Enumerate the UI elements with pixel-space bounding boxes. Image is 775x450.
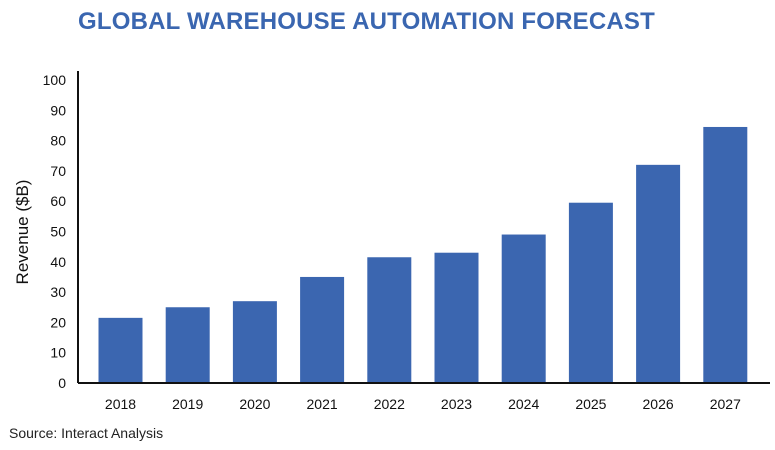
bar-2021	[300, 276, 345, 383]
x-tick-label: 2026	[643, 396, 674, 412]
bar-2022	[367, 257, 412, 383]
y-tick-label: 80	[50, 133, 66, 149]
y-tick-label: 20	[50, 314, 66, 330]
y-axis: 0 10 20 30 40 50 60 70 80 90 100	[43, 72, 67, 391]
x-tick-label: 2025	[575, 396, 606, 412]
bar-2018	[98, 317, 143, 383]
chart-title: GLOBAL WAREHOUSE AUTOMATION FORECAST	[78, 8, 655, 35]
y-tick-label: 50	[50, 224, 66, 240]
x-tick-label: 2027	[710, 396, 741, 412]
y-tick-label: 90	[50, 102, 66, 118]
bar-2019	[165, 307, 210, 383]
bar-series	[98, 126, 748, 383]
bar-2023	[434, 252, 479, 383]
x-tick-label: 2021	[307, 396, 338, 412]
x-tick-label: 2024	[508, 396, 539, 412]
y-tick-label: 0	[58, 375, 66, 391]
y-tick-label: 60	[50, 193, 66, 209]
x-tick-label: 2020	[239, 396, 270, 412]
x-tick-label: 2018	[105, 396, 136, 412]
y-tick-label: 70	[50, 163, 66, 179]
y-axis-label: Revenue ($B)	[13, 180, 32, 285]
bar-2025	[568, 202, 613, 383]
bar-2026	[636, 164, 681, 383]
bar-2020	[232, 301, 277, 383]
y-tick-label: 30	[50, 284, 66, 300]
bar-2027	[703, 126, 748, 383]
bar-2024	[501, 234, 546, 383]
x-tick-label: 2023	[441, 396, 472, 412]
y-tick-label: 40	[50, 254, 66, 270]
y-tick-label: 100	[43, 72, 67, 88]
x-tick-label: 2019	[172, 396, 203, 412]
y-tick-label: 10	[50, 345, 66, 361]
x-tick-label: 2022	[374, 396, 405, 412]
x-axis: 2018 2019 2020 2021 2022 2023 2024 2025 2026 2027	[105, 396, 741, 412]
source-note: Source: Interact Analysis	[9, 425, 164, 441]
